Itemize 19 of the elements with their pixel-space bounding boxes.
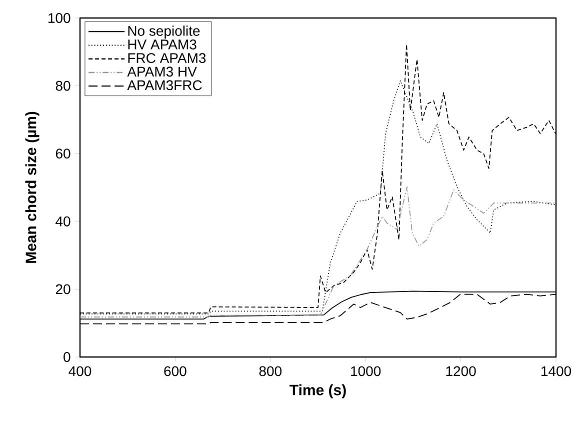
x-axis-title: Time (s) [290, 384, 346, 398]
x-tick-label: 600 [164, 366, 186, 376]
x-tick-label: 1200 [446, 366, 476, 376]
legend-label: No sepiolite [128, 26, 200, 39]
y-axis-title: Mean chord size (µm) [25, 112, 40, 263]
x-tick-label: 1400 [542, 366, 572, 376]
legend-label: APAM3 HV [127, 66, 197, 77]
y-tick-label: 0 [64, 352, 70, 362]
x-tick-label: 400 [68, 366, 92, 376]
legend-label: APAM3FRC [127, 80, 202, 90]
y-tick-label: 100 [48, 13, 70, 23]
y-tick-label: 60 [56, 148, 70, 159]
y-tick-label: 20 [56, 284, 70, 294]
legend-label: HV APAM3 [128, 40, 196, 50]
y-tick-label: 80 [56, 80, 70, 91]
x-tick-label: 1000 [351, 366, 381, 376]
legend-label: FRC APAM3 [128, 53, 206, 64]
x-tick-label: 800 [259, 366, 282, 376]
y-tick-label: 40 [56, 216, 70, 226]
